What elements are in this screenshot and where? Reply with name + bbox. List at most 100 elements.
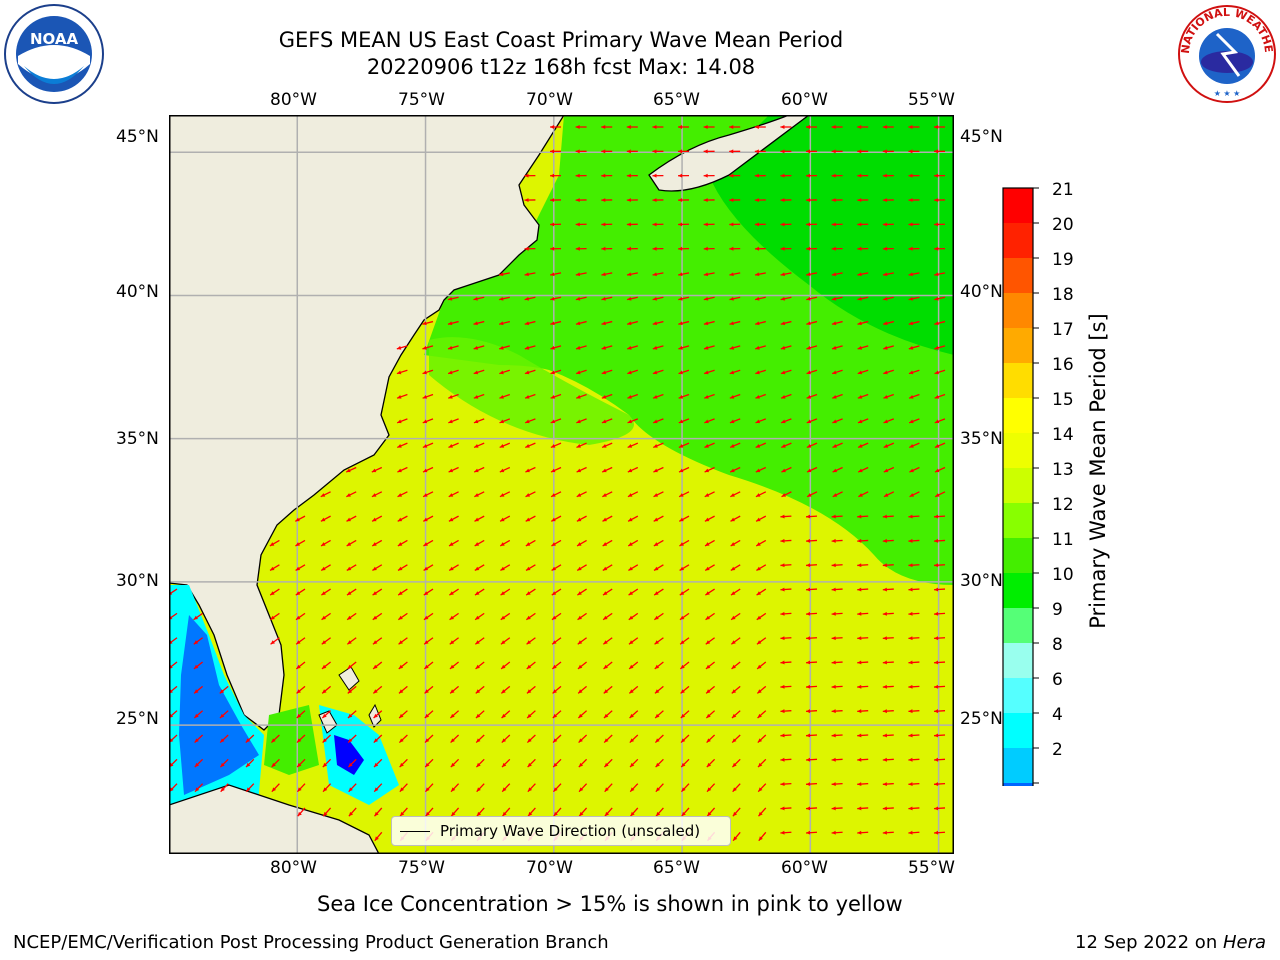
wave-arrow-head [678, 468, 684, 473]
colorbar-segment [1003, 503, 1033, 538]
wave-arrow-head [678, 296, 683, 301]
wave-arrow-head [934, 468, 940, 473]
wave-arrow-head [652, 198, 657, 203]
wave-arrow-head [934, 419, 940, 424]
wave-arrow-head [680, 640, 685, 645]
wave-arrow-head [629, 689, 634, 694]
wave-arrow-head [321, 664, 327, 669]
noaa-logo-text: NOAA [30, 30, 79, 48]
wave-arrow-head [601, 321, 606, 326]
wave-arrow-head [758, 836, 763, 841]
lon-tick-bottom-70w: 70°W [526, 858, 573, 878]
wave-arrow-head [707, 787, 712, 792]
wave-arrow-head [780, 125, 785, 129]
wave-arrow-head [934, 538, 939, 543]
wave-arrow-head [576, 468, 582, 473]
wave-arrow-head [934, 684, 939, 689]
wave-arrow-head [755, 296, 760, 301]
wave-arrow-head [374, 787, 379, 792]
cb-tick-12: 12 [1052, 495, 1074, 515]
wave-arrow-head [321, 566, 326, 571]
wave-arrow-head [630, 762, 635, 768]
wave-arrow-head [425, 762, 430, 768]
wave-arrow-head [526, 615, 531, 620]
wave-arrow-head [575, 296, 581, 301]
wave-arrow-head [423, 542, 428, 546]
wave-arrow-head [220, 762, 225, 768]
colorbar-segment [1003, 748, 1033, 783]
wave-arrow-head [321, 542, 326, 546]
wave-arrow-head [422, 419, 428, 424]
wave-arrow-head [423, 591, 429, 596]
wave-arrow-head [372, 566, 377, 571]
wave-arrow-head [550, 468, 556, 473]
wave-arrow-head [703, 296, 709, 301]
wave-arrow-head [551, 542, 556, 546]
wave-arrow-head [550, 296, 555, 301]
footer-date: 12 Sep 2022 on Hera [1075, 932, 1266, 954]
wave-arrow-head [831, 587, 836, 592]
wave-arrow-head [474, 493, 479, 497]
wave-arrow-head [755, 493, 761, 497]
colorbar-segment [1003, 643, 1033, 678]
colorbar-label: Primary Wave Mean Period [s] [1086, 313, 1110, 629]
wave-arrow-head [653, 542, 659, 546]
wave-arrow-head [550, 149, 555, 154]
wave-arrow-head [577, 615, 583, 620]
wave-arrow-head [756, 615, 762, 620]
wave-arrow-head [425, 787, 430, 792]
wave-arrow-head [806, 468, 812, 473]
wave-arrow-head [271, 738, 276, 743]
wave-arrow-head [806, 636, 811, 641]
wave-arrow-head [934, 149, 939, 154]
wave-arrow-head [194, 689, 199, 694]
wave-arrow-head [729, 321, 734, 326]
wave-arrow-head [706, 762, 712, 768]
wave-arrow-head [627, 321, 632, 326]
wave-arrow-head [857, 782, 862, 787]
wave-arrow-head [703, 222, 708, 227]
wave-arrow-head [653, 394, 658, 399]
wave-arrow-head [934, 830, 939, 835]
wave-arrow-head [397, 394, 402, 399]
wave-arrow-head [449, 591, 454, 596]
wave-arrow-head [909, 394, 914, 399]
wave-arrow-head [882, 587, 887, 592]
legend-line-swatch [400, 830, 430, 832]
wave-arrow-head [550, 345, 555, 350]
wave-arrow-head [195, 787, 200, 792]
wave-arrow-head [449, 542, 454, 546]
wave-arrow-head [422, 321, 427, 326]
wave-arrow-head [831, 222, 836, 227]
wave-arrow-head [730, 468, 735, 473]
wave-arrow-head [655, 738, 660, 743]
wave-arrow-head [423, 566, 429, 571]
wave-arrow-head [553, 811, 558, 817]
wave-arrow-head [450, 762, 456, 768]
wave-arrow-head [908, 782, 913, 787]
wave-arrow-head [629, 664, 634, 669]
colorbar-segment [1003, 783, 1033, 786]
wave-arrow-head [628, 566, 633, 571]
wave-arrow-head [781, 394, 786, 399]
wave-arrow-head [703, 173, 708, 178]
wave-arrow-head [399, 713, 404, 718]
wave-arrow-head [575, 125, 580, 129]
wave-arrow-head [552, 689, 557, 694]
wave-arrow-head [806, 246, 811, 251]
wave-arrow-head [400, 811, 405, 817]
lat-tick-right-30n: 30°N [960, 571, 1003, 591]
wave-arrow-head [908, 272, 913, 277]
wave-arrow-head [806, 198, 811, 203]
wave-arrow-head [832, 370, 837, 375]
lon-tick-top-65w: 65°W [653, 90, 700, 110]
wave-arrow-head [780, 733, 785, 738]
wave-arrow-head [578, 762, 584, 768]
wave-arrow-head [857, 806, 862, 811]
wave-arrow-head [806, 370, 811, 375]
wave-arrow-head [908, 198, 913, 203]
wave-arrow-head [857, 125, 862, 129]
lat-tick-left-35n: 35°N [116, 429, 159, 449]
lat-tick-left-25n: 25°N [116, 709, 159, 729]
wave-arrow-head [501, 738, 507, 743]
